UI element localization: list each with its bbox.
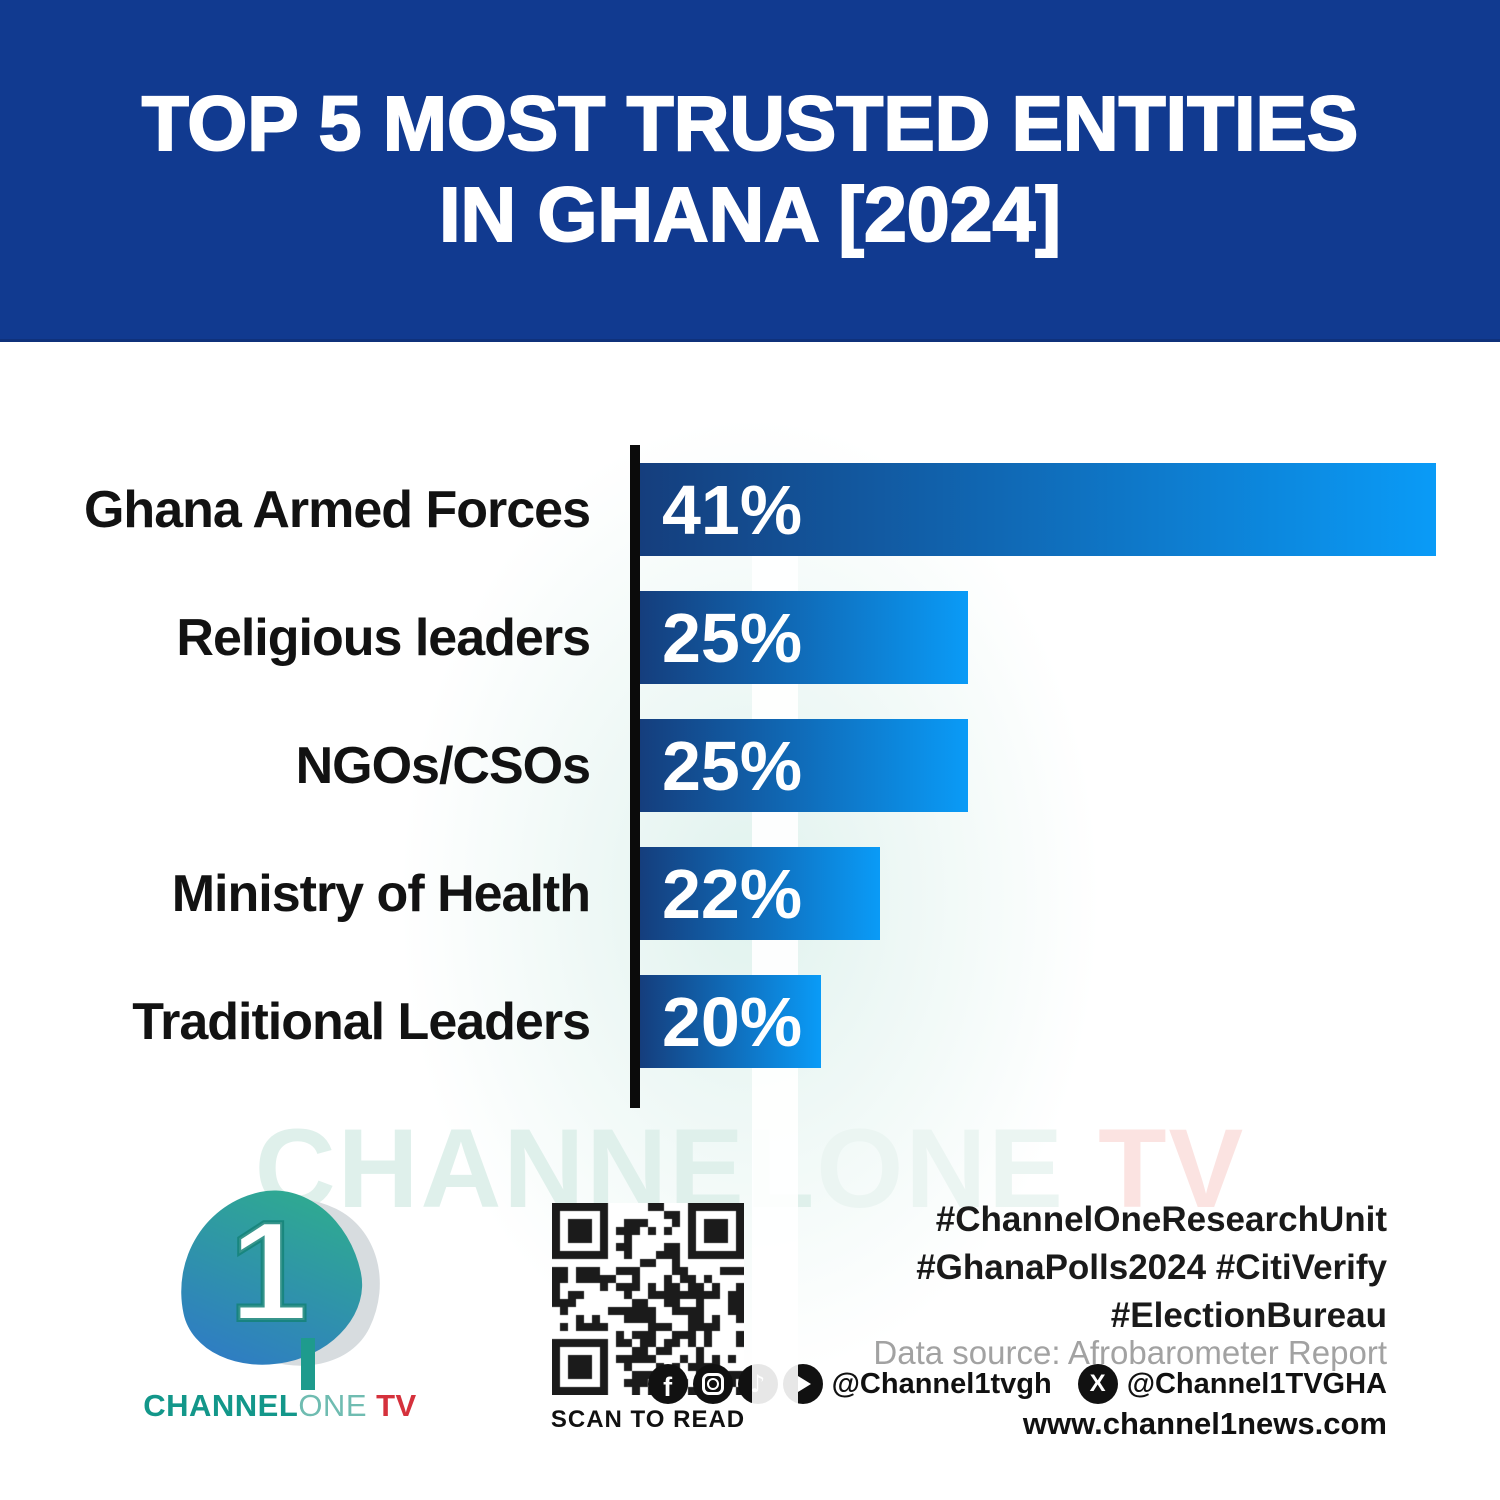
- hashtag-block: #ChannelOneResearchUnit #GhanaPolls2024 …: [916, 1196, 1387, 1340]
- value-label: 20%: [662, 982, 803, 1061]
- website-url: www.channel1news.com: [1022, 1406, 1387, 1441]
- instagram-icon: [692, 1364, 733, 1404]
- page-title-line-2: IN GHANA [2024]: [438, 171, 1062, 259]
- logo-wordmark-one: ONE: [298, 1388, 367, 1423]
- bar: 20%: [640, 975, 821, 1068]
- qr-caption: SCAN TO READ: [550, 1406, 746, 1433]
- y-axis-line: [630, 445, 640, 1108]
- bar: 25%: [640, 591, 968, 684]
- social-handles-row: f ♪ @Channel1tvgh X @Channel1TVGHA: [647, 1364, 1387, 1404]
- bar-row: Ministry of Health 22%: [0, 847, 1500, 940]
- value-label: 25%: [662, 726, 803, 805]
- bar-row: Traditional Leaders 20%: [0, 975, 1500, 1068]
- facebook-icon: f: [647, 1364, 688, 1404]
- bar: 41%: [640, 463, 1436, 556]
- logo-numeral-1: 1: [228, 1190, 311, 1353]
- bar: 25%: [640, 719, 968, 812]
- bar-chart: Ghana Armed Forces 41% Religious leaders…: [0, 418, 1500, 1438]
- category-label: Ministry of Health: [171, 864, 591, 923]
- watermark-one: ONE: [816, 1106, 1065, 1231]
- watermark-tv: TV: [1065, 1106, 1246, 1231]
- bar-rows: Ghana Armed Forces 41% Religious leaders…: [0, 448, 1500, 1068]
- hashtag-line: #GhanaPolls2024 #CitiVerify: [916, 1248, 1387, 1287]
- qr-code: [552, 1203, 744, 1395]
- bar-row: NGOs/CSOs 25%: [0, 719, 1500, 812]
- x-icon: X: [1077, 1364, 1118, 1404]
- bar-row: Ghana Armed Forces 41%: [0, 463, 1500, 556]
- header-banner: TOP 5 MOST TRUSTED ENTITIES IN GHANA [20…: [0, 0, 1500, 342]
- hashtag-line: #ElectionBureau: [1110, 1296, 1387, 1335]
- social-handle-main: @Channel1tvgh: [831, 1367, 1052, 1400]
- category-label: Traditional Leaders: [132, 992, 591, 1051]
- data-source-credit: Data source: Afrobarometer Report: [873, 1334, 1387, 1371]
- logo-wordmark: CHANNELONE TV: [130, 1388, 430, 1424]
- value-label: 22%: [662, 854, 803, 933]
- value-label: 25%: [662, 598, 803, 677]
- hashtag-line: #ChannelOneResearchUnit: [935, 1200, 1387, 1239]
- page-title-line-1: TOP 5 MOST TRUSTED ENTITIES: [141, 80, 1359, 168]
- logo-numeral-stem: [301, 1338, 315, 1390]
- bar-row: Religious leaders 25%: [0, 591, 1500, 684]
- value-label: 41%: [662, 470, 803, 549]
- social-handle-x: @Channel1TVGHA: [1126, 1367, 1387, 1400]
- category-label: NGOs/CSOs: [295, 736, 591, 795]
- category-label: Ghana Armed Forces: [83, 480, 591, 539]
- category-label: Religious leaders: [176, 608, 591, 667]
- bar: 22%: [640, 847, 880, 940]
- logo-wordmark-channel: CHANNEL: [143, 1388, 299, 1423]
- logo-wordmark-tv: TV: [367, 1388, 417, 1423]
